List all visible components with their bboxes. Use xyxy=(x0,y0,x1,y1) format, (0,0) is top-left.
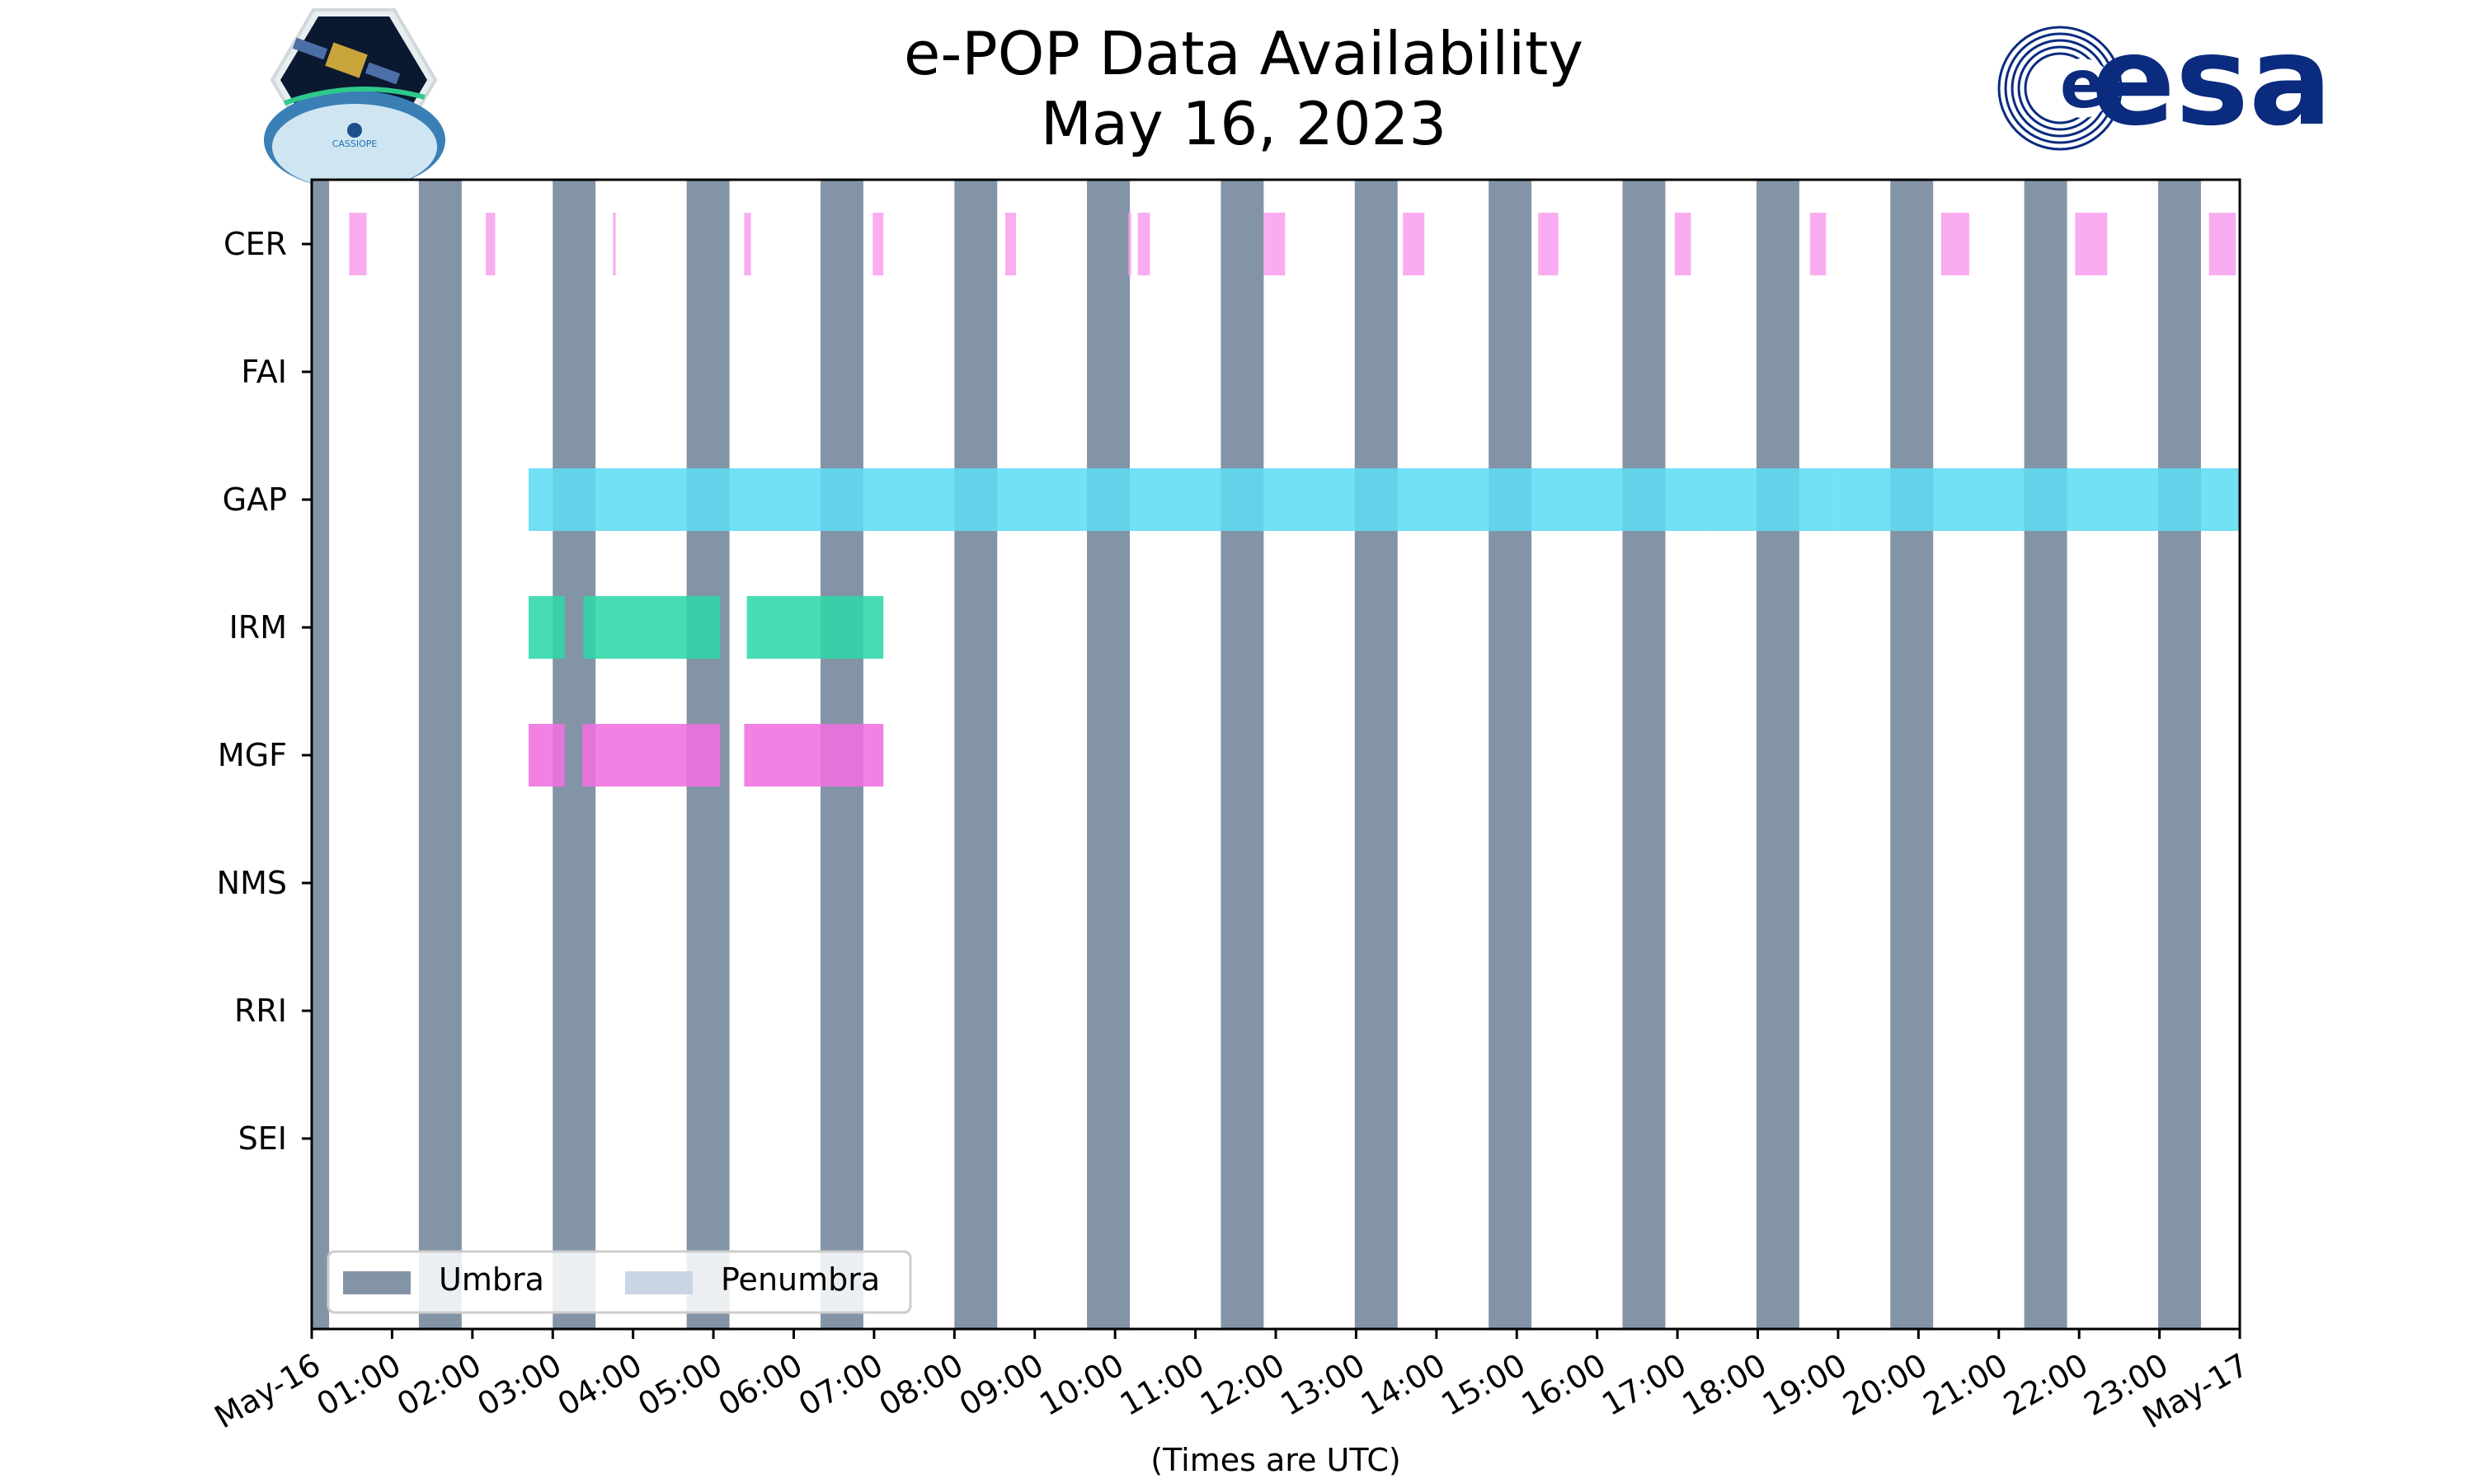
y-tick-label-nms: NMS xyxy=(217,865,287,901)
umbra-band xyxy=(1087,180,1131,1329)
bar-cer xyxy=(1809,213,1827,275)
bar-cer xyxy=(1128,213,1131,275)
y-tick-label-mgf: MGF xyxy=(218,737,287,773)
x-tick-label: 03:00 xyxy=(471,1346,567,1423)
umbra-band xyxy=(418,180,462,1329)
legend-label-umbra: Umbra xyxy=(439,1261,544,1298)
y-axis: CER FAI GAP IRM MGF NMS RRI SEI xyxy=(217,226,312,1157)
bar-cer xyxy=(1538,213,1559,275)
umbra-band xyxy=(1489,180,1532,1329)
y-tick-label-sei: SEI xyxy=(238,1120,287,1157)
x-tick-label: 01:00 xyxy=(311,1346,407,1423)
bar-cer xyxy=(1005,213,1017,275)
x-tick-label: 13:00 xyxy=(1275,1346,1371,1423)
x-tick-label: 07:00 xyxy=(793,1346,889,1423)
bar-gap xyxy=(1837,468,2240,531)
chart-title: e-POP Data Availability xyxy=(904,19,1583,88)
svg-text:e: e xyxy=(2060,46,2105,123)
umbra-band xyxy=(954,180,998,1329)
bar-cer xyxy=(1940,213,1970,275)
bar-cer xyxy=(349,213,367,275)
bar-cer xyxy=(2075,213,2108,275)
y-tick-label-cer: CER xyxy=(223,226,287,262)
x-tick-label: 02:00 xyxy=(391,1346,487,1423)
x-tick-label: 11:00 xyxy=(1114,1346,1211,1423)
bar-cer xyxy=(486,213,496,275)
x-tick-label: 05:00 xyxy=(632,1346,728,1423)
bar-cer xyxy=(1674,213,1691,275)
x-tick-label: 09:00 xyxy=(953,1346,1050,1423)
bar-cer xyxy=(613,213,616,275)
x-tick-label: 15:00 xyxy=(1435,1346,1531,1423)
x-tick-label: 10:00 xyxy=(1033,1346,1130,1423)
x-tick-label: 04:00 xyxy=(552,1346,648,1423)
umbra-band xyxy=(2024,180,2067,1329)
bar-cer xyxy=(1403,213,1425,275)
bar-irm xyxy=(529,596,565,659)
x-tick-label: 21:00 xyxy=(1917,1346,2014,1423)
legend-swatch-penumbra xyxy=(625,1271,693,1294)
bar-cer xyxy=(2208,213,2236,275)
x-tick-label: 12:00 xyxy=(1194,1346,1291,1423)
x-tick-label: 22:00 xyxy=(1997,1346,2094,1423)
x-tick-label: May-16 xyxy=(209,1346,327,1435)
umbra-band xyxy=(1221,180,1264,1329)
x-tick-label: 16:00 xyxy=(1516,1346,1612,1423)
umbra-band xyxy=(2157,180,2201,1329)
bar-cer xyxy=(1137,213,1150,275)
x-tick-label: 19:00 xyxy=(1757,1346,1853,1423)
x-tick-label: 17:00 xyxy=(1596,1346,1692,1423)
umbra-band xyxy=(1622,180,1666,1329)
bar-irm xyxy=(583,596,721,659)
y-tick-label-rri: RRI xyxy=(234,993,287,1029)
x-tick-label: 06:00 xyxy=(713,1346,809,1423)
umbra-band xyxy=(1756,180,1799,1329)
x-tick-label: 08:00 xyxy=(872,1346,969,1423)
cassiope-logo: CASSIOPE xyxy=(264,8,445,190)
legend: Umbra Penumbra xyxy=(327,1250,912,1314)
bar-mgf xyxy=(581,724,721,787)
umbra-band xyxy=(1354,180,1398,1329)
x-tick-label: 20:00 xyxy=(1837,1346,1933,1423)
umbra-band xyxy=(312,180,330,1329)
y-tick-label-gap: GAP xyxy=(223,481,287,518)
availability-bars xyxy=(349,213,2240,787)
legend-box xyxy=(327,1250,912,1314)
cassiope-logo-text: CASSIOPE xyxy=(332,139,378,149)
x-tick-label: 14:00 xyxy=(1355,1346,1451,1423)
x-axis-label: (Times are UTC) xyxy=(1150,1442,1400,1478)
bar-mgf xyxy=(744,724,884,787)
bar-cer xyxy=(1263,213,1267,275)
y-tick-label-fai: FAI xyxy=(241,354,287,390)
bar-cer xyxy=(872,213,884,275)
bar-gap xyxy=(1704,468,1838,531)
y-tick-label-irm: IRM xyxy=(229,609,287,646)
umbra-band xyxy=(1890,180,1934,1329)
esa-logo: e esa xyxy=(1997,10,2332,153)
chart-subtitle: May 16, 2023 xyxy=(1041,89,1446,158)
bar-cer xyxy=(1266,213,1286,275)
x-axis: May-1601:0002:0003:0004:0005:0006:0007:0… xyxy=(209,1329,2255,1435)
bar-gap xyxy=(529,468,1705,531)
bar-mgf xyxy=(529,724,565,787)
esa-logo-text: esa xyxy=(2091,10,2332,153)
x-tick-label: 18:00 xyxy=(1677,1346,1773,1423)
legend-swatch-umbra xyxy=(343,1271,411,1294)
legend-label-penumbra: Penumbra xyxy=(721,1261,880,1298)
bar-irm xyxy=(746,596,884,659)
bar-cer xyxy=(744,213,751,275)
